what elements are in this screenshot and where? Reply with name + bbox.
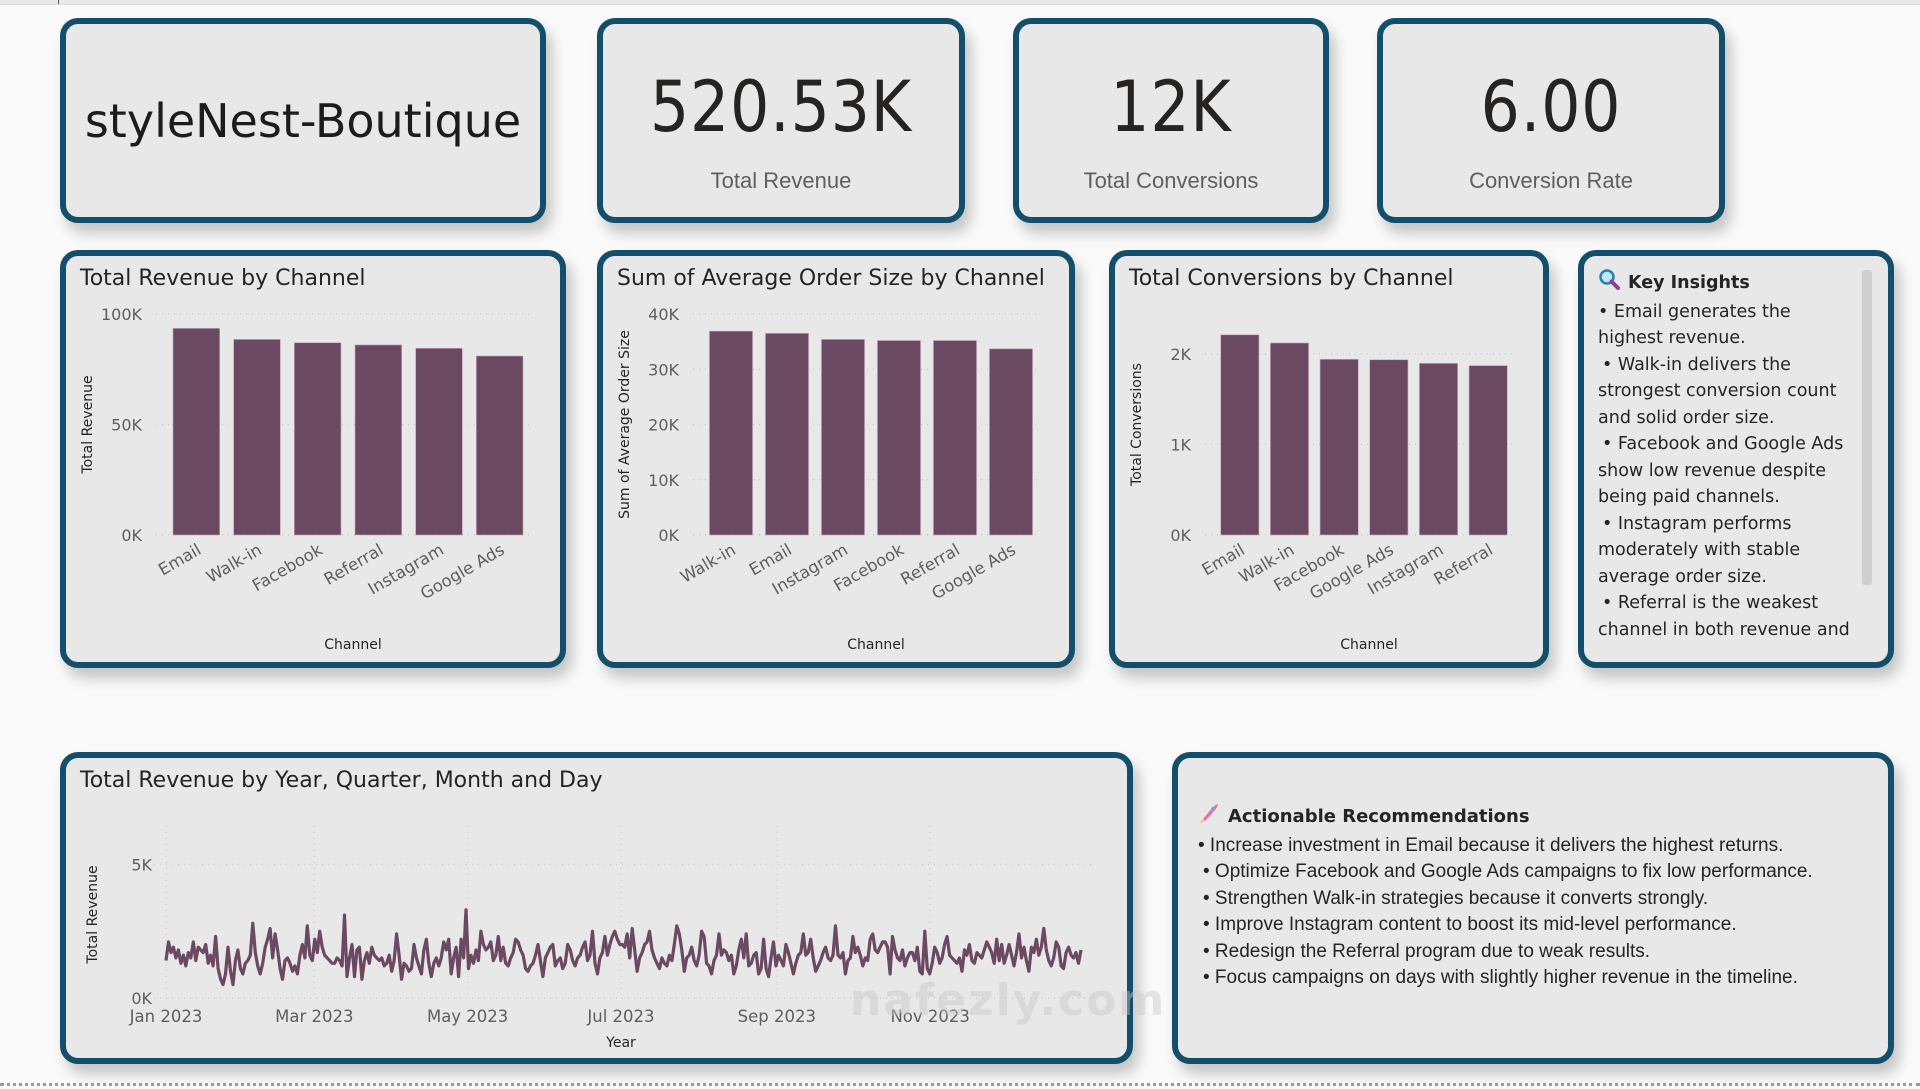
key-insights-text: Key Insights • Email generates the highe… [1598, 268, 1854, 643]
y-tick-label: 50K [111, 416, 142, 435]
recommendation-item: • Optimize Facebook and Google Ads campa… [1203, 861, 1813, 882]
chart-revenue-timeline[interactable]: Total Revenue by Year, Quarter, Month an… [60, 752, 1133, 1064]
bar [1369, 359, 1409, 536]
y-axis-label: Total Revenue [85, 865, 101, 964]
bar [1220, 334, 1260, 536]
recommendations-text: Actionable Recommendations • Increase in… [1198, 802, 1878, 992]
chart-title: Total Conversions by Channel [1129, 266, 1454, 291]
magnifier-icon [1598, 268, 1620, 299]
bar [476, 355, 524, 536]
insight-item: • Instagram performs moderately with sta… [1598, 513, 1801, 587]
bar [354, 344, 402, 536]
kpi-card-conversion-rate[interactable]: 6.00 Conversion Rate [1377, 18, 1725, 223]
x-tick-label: Mar 2023 [275, 1007, 353, 1026]
y-axis-label: Total Revenue [80, 375, 96, 474]
bar [821, 339, 865, 536]
kpi-value: 520.53K [649, 66, 913, 148]
kpi-label: Total Revenue [710, 168, 852, 193]
bar [1468, 365, 1508, 536]
key-insights-header: Key Insights [1598, 268, 1854, 299]
insights-scrollbar[interactable] [1862, 270, 1872, 585]
x-axis-label: Year [605, 1035, 636, 1051]
bar [233, 339, 281, 536]
kpi-value: 6.00 [1480, 66, 1622, 148]
x-tick-label: Walk-in [677, 540, 739, 587]
y-tick-label: 5K [131, 855, 152, 874]
recommendation-item: • Improve Instagram content to boost its… [1203, 914, 1737, 935]
line-chart-svg: 0K 5K Jan 2023 Mar 2023 May 2023 Jul 2023 Sep … [85, 826, 1091, 1051]
bar [709, 330, 753, 536]
y-tick-label: 100K [101, 305, 143, 324]
bar [1419, 363, 1458, 536]
recommendation-item: • Focus campaigns on days with slightly … [1203, 967, 1798, 988]
bottom-dotted-line [0, 1083, 1920, 1086]
y-tick-label: 40K [648, 305, 679, 324]
y-tick-label: 0K [131, 989, 152, 1008]
bar [765, 333, 809, 536]
insight-item: • Facebook and Google Ads show low reven… [1598, 434, 1844, 507]
recommendation-item: • Strengthen Walk-in strategies because … [1203, 887, 1709, 909]
recommendations-title: Actionable Recommendations [1228, 806, 1530, 827]
top-strip-tick [58, 0, 59, 4]
kpi-label: Conversion Rate [1469, 168, 1633, 193]
y-tick-label: 30K [648, 360, 679, 379]
brand-card: styleNest-Boutique [60, 18, 546, 223]
x-tick-label: Email [155, 540, 204, 579]
key-insights-title: Key Insights [1628, 273, 1750, 293]
y-tick-label: 2K [1170, 345, 1191, 364]
y-tick-label: 20K [648, 416, 679, 435]
bar [294, 342, 342, 536]
x-tick-label: Jul 2023 [586, 1007, 654, 1026]
y-tick-label: 10K [648, 471, 679, 490]
x-tick-label: Nov 2023 [890, 1007, 969, 1026]
chart-title: Sum of Average Order Size by Channel [617, 266, 1045, 291]
x-tick-label: Facebook [249, 540, 326, 595]
kpi-label: Total Conversions [1083, 168, 1259, 193]
x-tick-label: May 2023 [427, 1007, 508, 1026]
brand-title: styleNest-Boutique [84, 94, 522, 148]
rocket-icon [1198, 802, 1220, 833]
watermark: nafezly.com [850, 975, 1167, 1026]
kpi-card-total-revenue[interactable]: 520.53K Total Revenue [597, 18, 965, 223]
bar-chart-svg: 0K 10K 20K 30K 40K Sum of Average Order Size W… [617, 305, 1039, 653]
kpi-value: 12K [1110, 66, 1232, 148]
chart-revenue-by-channel[interactable]: Total Revenue by Channel 0K 50K 100K Total … [60, 250, 566, 668]
top-strip [0, 0, 1920, 5]
recommendations-card: Actionable Recommendations • Increase in… [1172, 752, 1894, 1064]
chart-conversions-by-channel[interactable]: Total Conversions by Channel 0K 1K 2K Total… [1109, 250, 1549, 668]
x-axis-label: Channel [324, 637, 381, 653]
x-axis-label: Channel [1340, 637, 1397, 653]
insight-item: • Walk-in delivers the strongest convers… [1598, 354, 1837, 428]
chart-avg-order-size-by-channel[interactable]: Sum of Average Order Size by Channel 0K 1… [597, 250, 1075, 668]
x-tick-label: Sep 2023 [738, 1007, 816, 1026]
bar [1270, 342, 1309, 536]
chart-title: Total Revenue by Channel [80, 266, 366, 291]
x-tick-label: Jan 2023 [129, 1007, 203, 1026]
y-tick-label: 1K [1170, 435, 1191, 454]
bar [1319, 358, 1359, 536]
y-tick-label: 0K [1170, 526, 1191, 545]
revenue-line [164, 908, 1083, 987]
y-tick-label: 0K [121, 526, 142, 545]
bar [989, 348, 1033, 536]
y-axis-label: Sum of Average Order Size [617, 330, 633, 519]
y-tick-label: 0K [658, 526, 679, 545]
y-axis-label: Total Conversions [1129, 363, 1145, 487]
key-insights-card: Key Insights • Email generates the highe… [1578, 250, 1894, 668]
kpi-card-total-conversions[interactable]: 12K Total Conversions [1013, 18, 1329, 223]
bar [415, 347, 463, 536]
chart-title: Total Revenue by Year, Quarter, Month an… [80, 768, 603, 793]
insight-item: • Referral is the weakest channel in bot… [1598, 593, 1850, 640]
insight-item: • Email generates the highest revenue. [1598, 301, 1791, 349]
recommendations-header: Actionable Recommendations [1198, 802, 1878, 833]
x-axis-label: Channel [847, 637, 904, 653]
bar [933, 340, 977, 536]
bar [172, 328, 220, 536]
bar [877, 340, 921, 536]
recommendation-item: • Increase investment in Email because i… [1198, 834, 1784, 856]
recommendation-item: • Redesign the Referral program due to w… [1203, 940, 1651, 962]
